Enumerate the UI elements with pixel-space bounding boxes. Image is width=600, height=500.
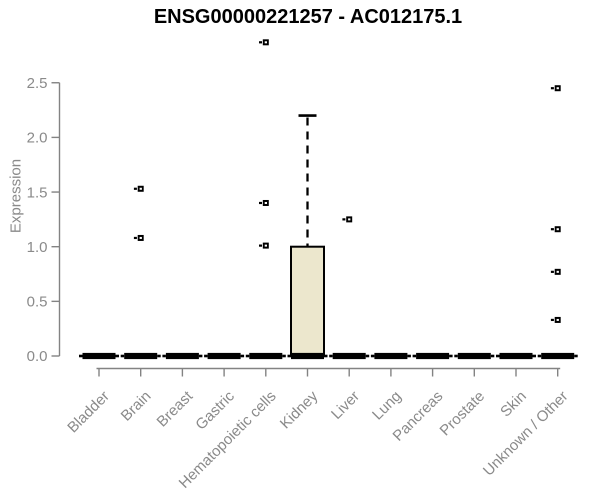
- whisker-nub-left: [204, 354, 208, 358]
- whisker-nub-left: [496, 354, 500, 358]
- y-axis-tick-label: 0.0: [27, 348, 48, 365]
- whisker-nub-left: [537, 354, 542, 358]
- outlier-dash: [259, 201, 262, 205]
- whisker-nub-right: [407, 354, 411, 358]
- outlier-point: [550, 85, 561, 92]
- y-axis-tick-label: 2.5: [27, 75, 48, 92]
- outlier-dash: [550, 270, 554, 273]
- whisker-nub-right: [490, 354, 495, 358]
- outlier-square-center: [264, 41, 267, 44]
- outlier-square-center: [264, 244, 267, 247]
- whisker-nub-left: [287, 354, 291, 358]
- median-line: [82, 352, 116, 360]
- x-axis-category-label-kidney: Kidney: [277, 387, 322, 432]
- y-axis-tick-label: 0.5: [27, 294, 48, 311]
- outlier-square-center: [556, 228, 559, 231]
- outlier-point: [259, 199, 269, 206]
- median-line: [124, 352, 158, 360]
- outlier-square-center: [556, 87, 559, 90]
- median-line: [291, 352, 324, 360]
- x-axis-category-label-breast: Breast: [154, 387, 197, 430]
- boxplot-breast: [162, 352, 203, 360]
- outlier-dash: [259, 244, 262, 247]
- outlier-dash: [259, 41, 262, 44]
- x-axis-category-label-liver: Liver: [328, 388, 363, 423]
- outlier-point: [550, 316, 561, 323]
- outlier-dash: [550, 87, 554, 90]
- whisker-nub-right: [157, 354, 161, 358]
- boxplot-prostate: [454, 352, 495, 360]
- outlier-square-center: [139, 236, 142, 239]
- whisker-nub-left: [329, 354, 333, 358]
- boxplot-pancreas: [412, 352, 453, 360]
- outlier-point: [133, 185, 144, 192]
- box-iqr: [290, 245, 325, 357]
- median-line: [541, 352, 575, 360]
- outlier-point: [342, 216, 353, 223]
- boxplot-skin: [496, 352, 536, 360]
- boxplot-brain: [120, 185, 161, 360]
- whisker-nub-right: [198, 354, 203, 358]
- whisker-nub-left: [79, 354, 83, 358]
- whisker-nub-right: [240, 354, 245, 358]
- chart-title: ENSG00000221257 - AC012175.1: [153, 6, 463, 28]
- outlier-square-center: [139, 187, 142, 190]
- outlier-dash: [133, 236, 137, 240]
- median-line: [332, 352, 366, 360]
- whisker-nub-right: [324, 354, 328, 358]
- outlier-square-center: [264, 201, 267, 204]
- outlier-square-center: [556, 318, 559, 321]
- boxplot-unknown-other: [537, 85, 578, 360]
- whisker-nub-right: [532, 354, 536, 358]
- outlier-square-center: [556, 270, 559, 273]
- median-line: [457, 352, 491, 360]
- whisker-nub-left: [370, 354, 375, 358]
- outlier-point: [550, 226, 561, 233]
- median-line: [416, 352, 450, 360]
- median-line: [207, 352, 241, 360]
- outlier-square-center: [348, 218, 351, 221]
- y-axis-tick-label: 1.0: [27, 239, 48, 256]
- outlier-dash: [133, 187, 137, 190]
- x-axis-category-label-prostate: Prostate: [437, 388, 489, 440]
- median-line: [165, 352, 199, 360]
- x-axis-category-label-lung: Lung: [369, 388, 405, 424]
- whisker-nub-right: [449, 354, 453, 358]
- boxplot-kidney: [287, 114, 328, 360]
- whisker-nub-left: [120, 354, 125, 358]
- median-line: [499, 352, 533, 360]
- outlier-point: [259, 242, 269, 249]
- x-axis-category-label-bladder: Bladder: [64, 388, 113, 437]
- outlier-dash: [342, 218, 346, 221]
- whisker-nub-left: [162, 354, 166, 358]
- whisker-nub-right: [574, 354, 578, 358]
- outlier-point: [259, 39, 269, 46]
- boxplot-liver: [329, 216, 370, 360]
- outlier-point: [133, 234, 144, 241]
- boxplot-gastric: [204, 352, 245, 360]
- y-axis-tick-label: 1.5: [27, 184, 48, 201]
- boxplot-bladder: [79, 352, 119, 360]
- whisker-nub-left: [412, 354, 417, 358]
- x-axis-category-label-brain: Brain: [118, 388, 155, 425]
- median-line: [374, 352, 408, 360]
- outlier-dash: [550, 228, 554, 231]
- whisker-nub-left: [245, 354, 250, 358]
- whisker-nub-right: [282, 354, 286, 358]
- outlier-point: [550, 268, 561, 275]
- y-axis-tick-label: 2.0: [27, 130, 48, 147]
- median-line: [249, 352, 283, 360]
- whisker-nub-right: [365, 354, 370, 358]
- boxplot-lung: [370, 352, 411, 360]
- boxplot-hematopoietic-cells: [245, 39, 286, 360]
- outlier-dash: [550, 318, 554, 322]
- y-axis-title: Expression: [8, 159, 25, 233]
- whisker-nub-left: [454, 354, 458, 358]
- x-axis-category-label-skin: Skin: [497, 388, 530, 421]
- whisker-nub-right: [115, 354, 119, 358]
